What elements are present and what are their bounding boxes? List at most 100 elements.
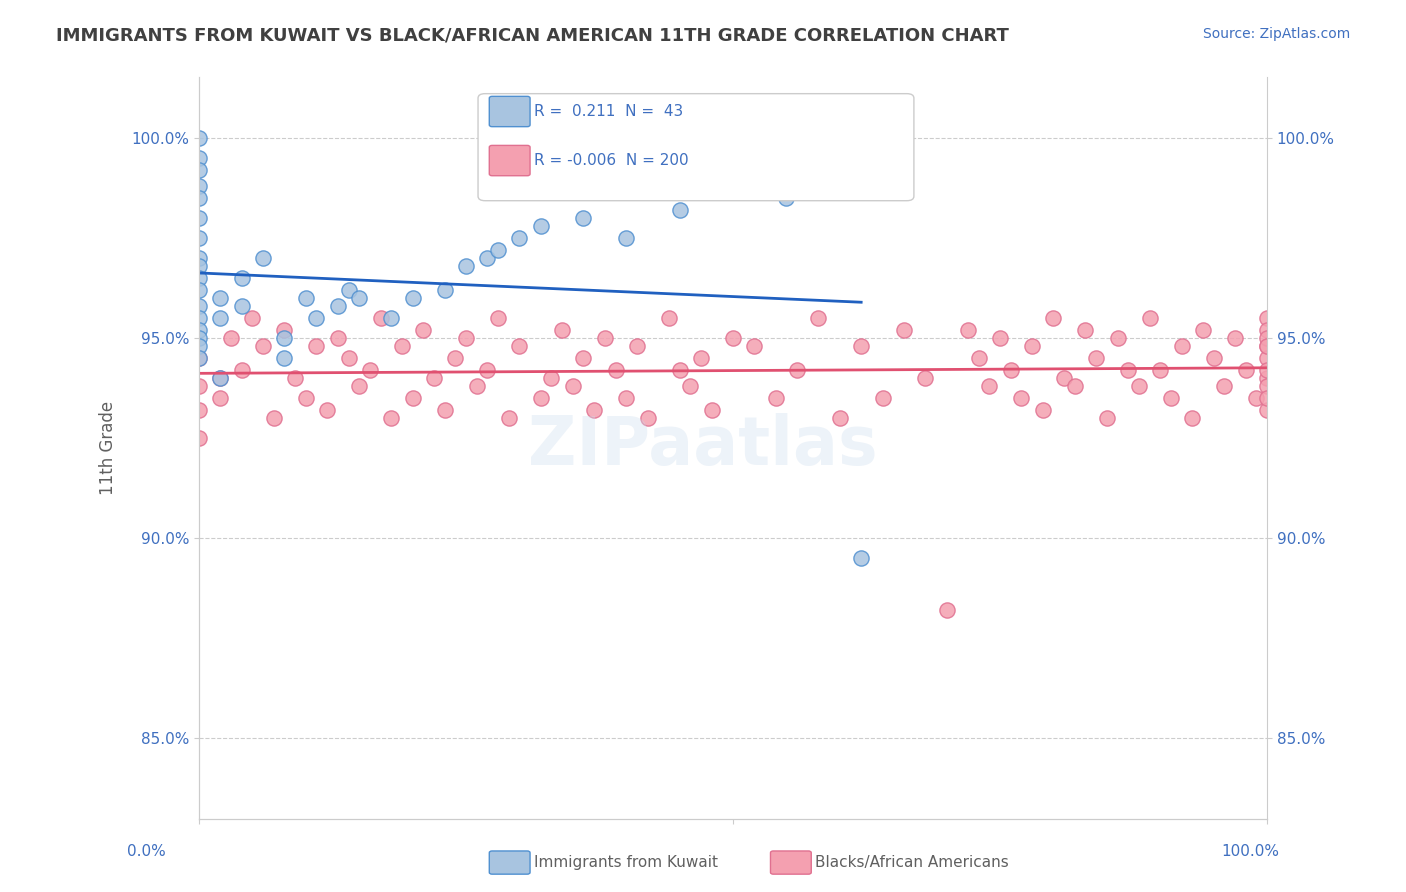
Point [326,331,349,345]
Point [305,339,328,353]
Point [1256,371,1278,385]
Text: Blacks/African Americans: Blacks/African Americans [815,855,1010,870]
Point [231,363,253,377]
Point [1000,363,1022,377]
Point [979,379,1001,393]
Point [380,411,402,425]
Point [1032,403,1054,417]
Point [893,323,915,337]
Point [1170,339,1192,353]
Point [1256,310,1278,325]
Text: R =  0.211  N =  43: R = 0.211 N = 43 [534,104,683,119]
Point [209,371,232,385]
Point [273,331,295,345]
Point [1213,379,1236,393]
Point [188,403,211,417]
Point [391,339,413,353]
Point [721,331,744,345]
Point [465,379,488,393]
Point [209,391,232,405]
Text: 0.0%: 0.0% [127,845,166,859]
Point [637,411,659,425]
Point [583,403,606,417]
Text: IMMIGRANTS FROM KUWAIT VS BLACK/AFRICAN AMERICAN 11TH GRADE CORRELATION CHART: IMMIGRANTS FROM KUWAIT VS BLACK/AFRICAN … [56,27,1010,45]
Point [188,178,211,193]
Point [1256,323,1278,337]
Point [412,323,434,337]
Point [967,351,990,365]
Point [1063,379,1085,393]
Point [188,230,211,244]
Point [508,230,530,244]
Point [914,371,936,385]
Point [347,291,370,305]
Point [188,299,211,313]
Point [433,403,456,417]
Text: R = -0.006  N = 200: R = -0.006 N = 200 [534,153,689,168]
Point [1256,403,1278,417]
Point [1256,379,1278,393]
Point [1021,339,1043,353]
Point [273,351,295,365]
Text: 100.0%: 100.0% [1222,845,1279,859]
Point [658,310,681,325]
Point [188,323,211,337]
Point [593,331,616,345]
Point [188,211,211,225]
Point [188,151,211,165]
Point [1256,331,1278,345]
Point [626,339,648,353]
Point [1010,391,1032,405]
Point [188,259,211,273]
Point [188,191,211,205]
Point [477,251,499,265]
Point [668,202,690,217]
Point [1107,331,1129,345]
Point [337,283,360,297]
Point [294,391,316,405]
Point [370,310,392,325]
Point [359,363,381,377]
Point [561,379,583,393]
Point [1074,323,1097,337]
Point [477,363,499,377]
Point [765,391,787,405]
Point [188,310,211,325]
Point [337,351,360,365]
Point [1128,379,1150,393]
Point [572,351,595,365]
Point [1256,351,1278,365]
Point [668,363,690,377]
Point [401,291,423,305]
Point [433,283,456,297]
Point [744,339,766,353]
Point [188,431,211,445]
Point [209,371,232,385]
Point [551,323,574,337]
Point [935,603,957,617]
Point [849,339,872,353]
Point [273,323,295,337]
Point [252,251,274,265]
Point [252,339,274,353]
Text: ZIPaatlas: ZIPaatlas [529,413,877,479]
Point [284,371,307,385]
Point [1160,391,1182,405]
Point [1223,331,1246,345]
Point [347,379,370,393]
Point [872,391,894,405]
Point [605,363,627,377]
Point [1256,339,1278,353]
Point [240,310,263,325]
Point [209,310,232,325]
Point [188,379,211,393]
Point [444,351,467,365]
Point [614,391,637,405]
Point [614,230,637,244]
Point [1116,363,1139,377]
Point [679,379,702,393]
Point [1139,310,1161,325]
Text: Source: ZipAtlas.com: Source: ZipAtlas.com [1202,27,1350,41]
Point [188,251,211,265]
Point [486,243,509,257]
